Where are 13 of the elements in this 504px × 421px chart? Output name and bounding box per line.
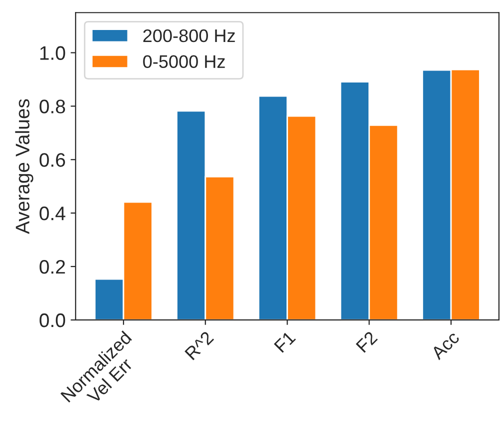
y-axis-title: Average Values xyxy=(15,99,34,234)
x-tick-label: F2 xyxy=(356,330,378,353)
x-tick-label: F1 xyxy=(274,330,296,353)
y-tick-label: 0.4 xyxy=(40,206,66,220)
y-tick-label: 0.0 xyxy=(40,313,66,328)
y-tick-label: 0.6 xyxy=(40,153,66,167)
legend-label: 200-800 Hz xyxy=(143,29,235,42)
legend-label: 0-5000 Hz xyxy=(143,55,225,68)
x-tick-label: R^2 xyxy=(184,330,214,360)
x-tick-label: Acc xyxy=(430,330,460,360)
y-tick-label: 0.2 xyxy=(40,260,65,274)
y-tick-label: 1.0 xyxy=(40,46,66,60)
y-tick-label: 0.8 xyxy=(40,100,66,114)
